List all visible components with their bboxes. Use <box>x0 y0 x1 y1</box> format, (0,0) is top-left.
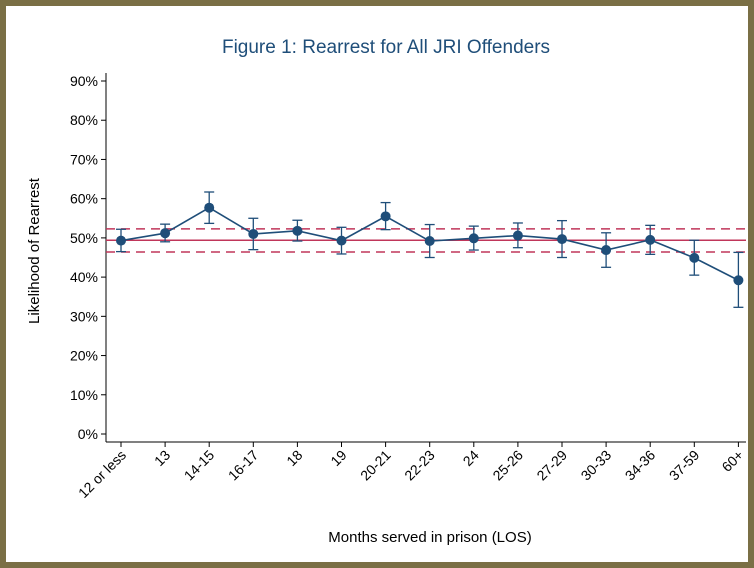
data-point <box>248 228 259 239</box>
axes: 0% 10% 20% 30% 40% 50% 60% 70% 80% 90% 12 or less 1… <box>70 73 747 501</box>
data-point <box>292 225 303 236</box>
data-point <box>645 234 656 245</box>
data-point <box>116 235 126 246</box>
data-point <box>733 275 744 286</box>
x-tick-label: 14-15 <box>181 447 218 484</box>
y-tick-label: 30% <box>70 308 98 324</box>
x-tick-label: 13 <box>151 447 173 469</box>
x-tick-label: 24 <box>460 447 482 469</box>
x-tick-label: 37-59 <box>666 447 703 484</box>
y-tick-label: 0% <box>78 426 98 442</box>
data-marks <box>116 191 744 308</box>
x-tick-label: 16-17 <box>225 447 262 484</box>
data-point <box>380 211 391 222</box>
x-tick-label: 60+ <box>718 447 746 475</box>
x-tick-label: 25-26 <box>489 447 526 484</box>
data-point <box>601 245 612 256</box>
x-tick-label: 27-29 <box>533 447 570 484</box>
x-tick-label: 12 or less <box>75 447 129 501</box>
chart-frame: Figure 1: Rearrest for All JRI Offenders… <box>6 6 748 562</box>
data-point <box>557 234 567 245</box>
y-tick-label: 80% <box>70 112 98 128</box>
x-tick-label: 18 <box>283 447 305 469</box>
rearrest-chart: Figure 1: Rearrest for All JRI Offenders… <box>26 37 747 546</box>
y-tick-label: 50% <box>70 230 98 246</box>
y-tick-label: 10% <box>70 387 98 403</box>
x-tick-label: 22-23 <box>401 447 438 484</box>
y-tick-label: 40% <box>70 269 98 285</box>
chart-title: Figure 1: Rearrest for All JRI Offenders <box>222 37 550 58</box>
x-tick-label: 34-36 <box>622 447 659 484</box>
y-tick-label: 60% <box>70 191 98 207</box>
y-tick-label: 20% <box>70 348 98 364</box>
y-tick-label: 90% <box>70 73 98 89</box>
data-point <box>512 230 523 241</box>
data-point <box>689 252 700 263</box>
y-tick-label: 70% <box>70 151 98 167</box>
data-point <box>336 235 347 246</box>
x-tick-label: 19 <box>327 447 349 469</box>
data-point <box>160 228 171 239</box>
data-point <box>424 236 435 247</box>
data-point <box>204 202 215 213</box>
data-point <box>468 233 479 244</box>
y-axis-label: Likelihood of Rearrest <box>26 177 43 324</box>
x-axis-label: Months served in prison (LOS) <box>328 529 531 546</box>
x-tick-label: 30-33 <box>578 447 615 484</box>
x-tick-label: 20-21 <box>357 447 394 484</box>
